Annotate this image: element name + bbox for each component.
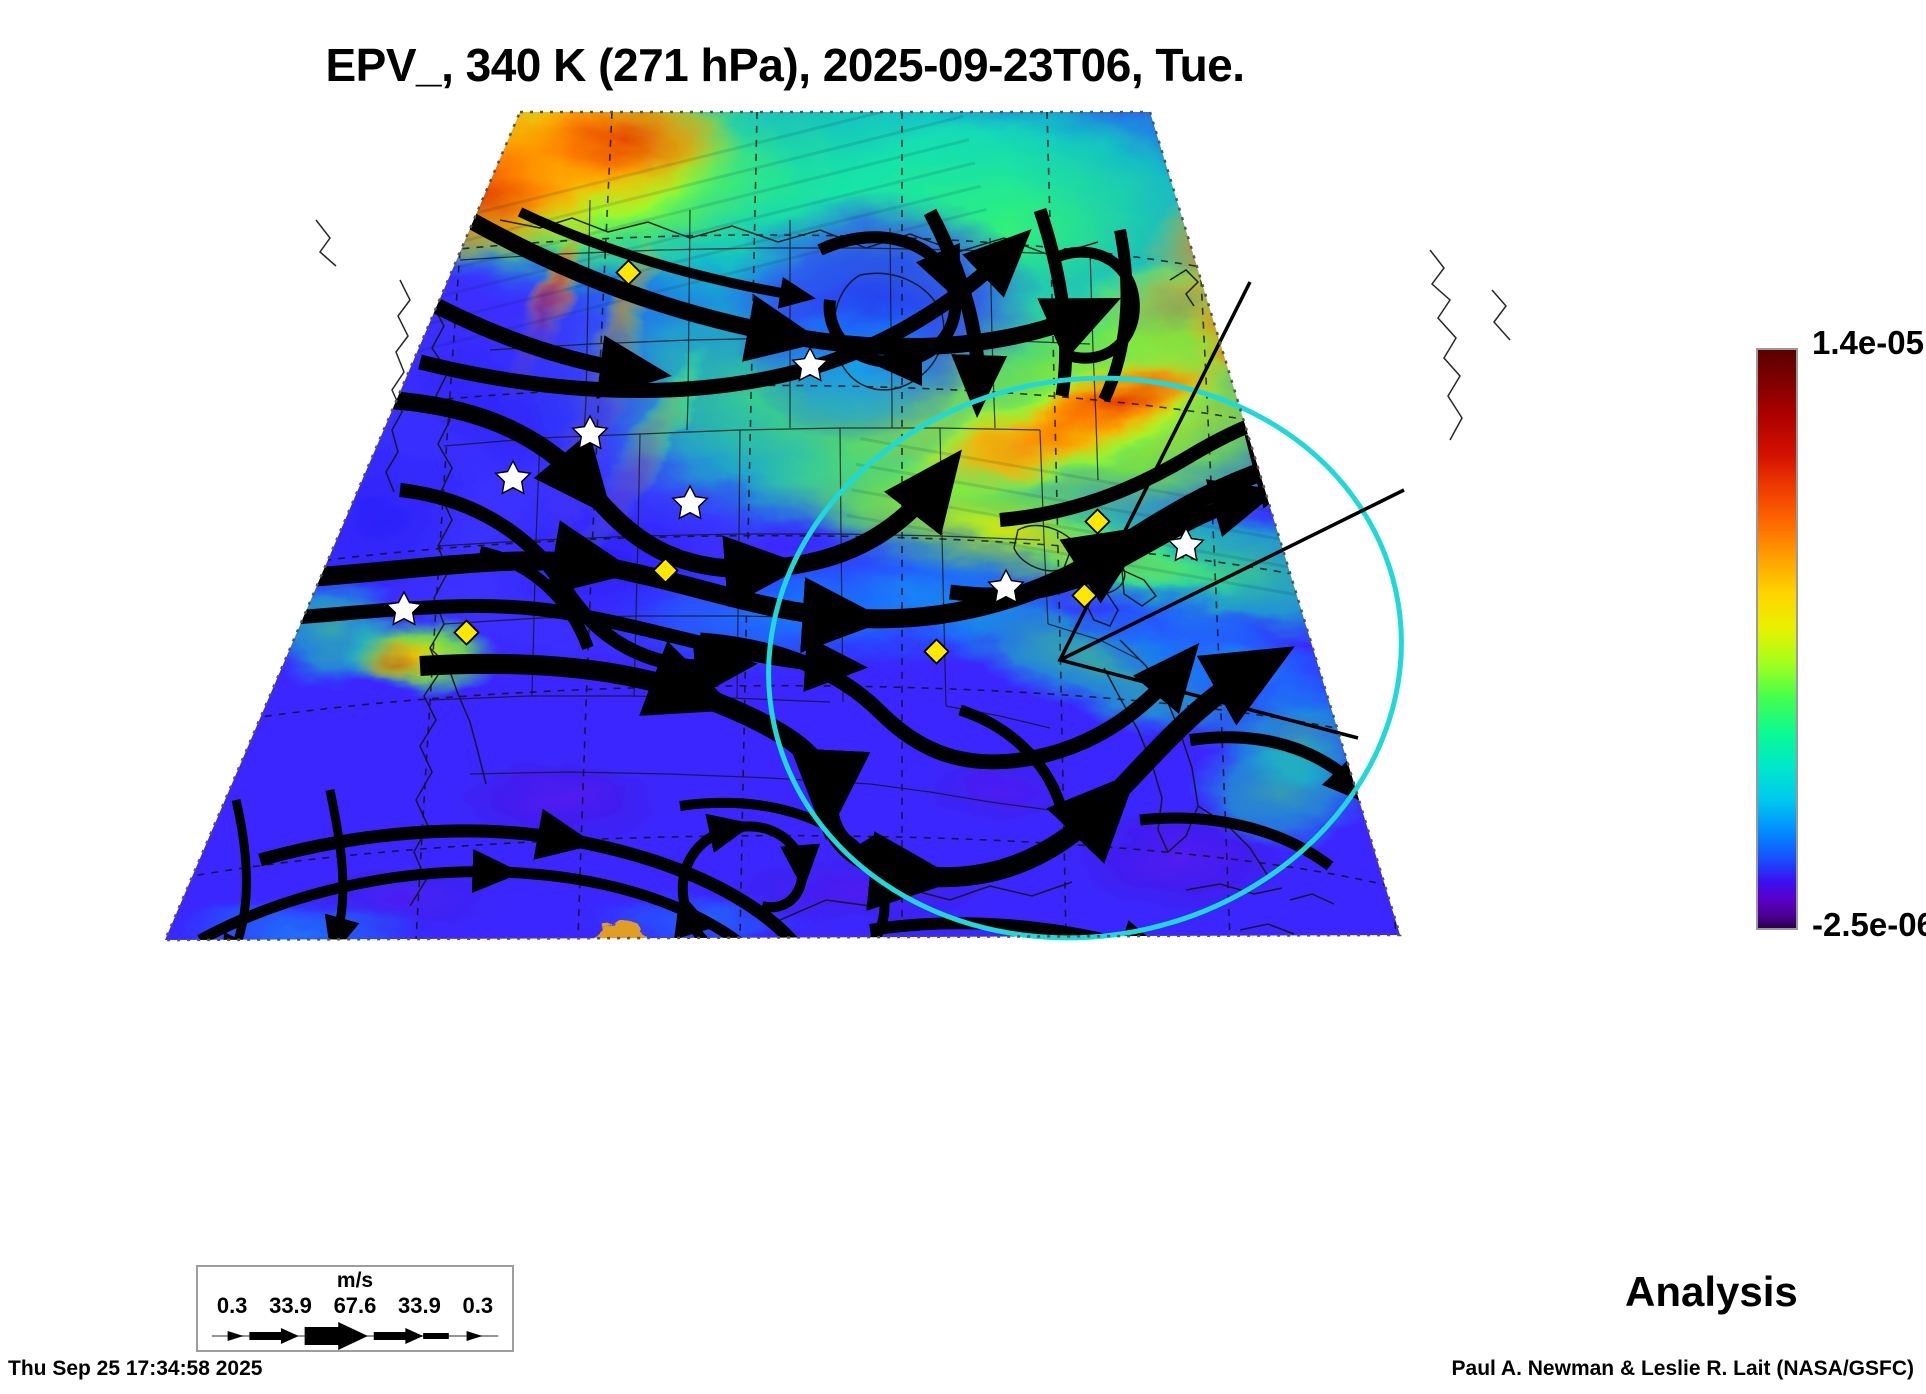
colorbar-gradient xyxy=(1756,348,1798,930)
footer-timestamp: Thu Sep 25 17:34:58 2025 xyxy=(8,1357,263,1380)
wind-legend-value: 0.3 xyxy=(462,1293,494,1318)
wind-streamlines xyxy=(197,207,1378,940)
wind-legend-units: m/s xyxy=(336,1269,374,1292)
star-marker xyxy=(987,568,1025,604)
wind-legend-value: 67.6 xyxy=(333,1293,377,1318)
station-markers xyxy=(385,259,1205,665)
page-title: EPV_, 340 K (271 hPa), 2025-09-23T06, Tu… xyxy=(325,39,1245,91)
wind-legend-value: 33.9 xyxy=(398,1293,441,1318)
star-marker xyxy=(494,459,532,495)
wind-legend-value: 0.3 xyxy=(216,1293,248,1318)
colorbar: 1.4e-05 -2.5e-06 xyxy=(1700,310,1926,1010)
map-boundary xyxy=(163,110,1402,942)
flight-track-lines xyxy=(1057,281,1405,740)
wind-legend-value: 33.9 xyxy=(269,1293,312,1318)
colorbar-min-label: -2.5e-06 xyxy=(1812,906,1926,943)
footer-credit: Paul A. Newman & Leslie R. Lait (NASA/GS… xyxy=(1451,1357,1914,1380)
diamond-marker xyxy=(652,557,679,584)
star-marker xyxy=(571,414,609,450)
diamond-marker xyxy=(453,619,480,646)
star-marker xyxy=(791,346,829,382)
star-marker-group xyxy=(385,346,1205,626)
diamond-marker-group xyxy=(453,259,1111,665)
potential-vorticity-map xyxy=(0,100,1570,1260)
diamond-marker xyxy=(615,259,642,286)
star-marker xyxy=(671,484,709,520)
map-panel xyxy=(0,100,1570,1260)
star-marker xyxy=(1167,526,1205,562)
colorbar-max-label: 1.4e-05 xyxy=(1812,324,1924,361)
analysis-label: Analysis xyxy=(1625,1268,1798,1315)
diamond-marker xyxy=(1071,582,1098,609)
wind-legend-values: 0.3 33.9 67.6 33.9 0.3 xyxy=(198,1293,512,1319)
star-marker xyxy=(385,590,423,626)
target-circle xyxy=(766,375,1404,941)
diamond-marker xyxy=(1084,508,1111,535)
wind-legend-arrow-scale xyxy=(211,1322,499,1350)
diamond-marker xyxy=(923,638,950,665)
wind-speed-legend: m/s 0.3 33.9 67.6 33.9 0.3 xyxy=(196,1265,514,1352)
